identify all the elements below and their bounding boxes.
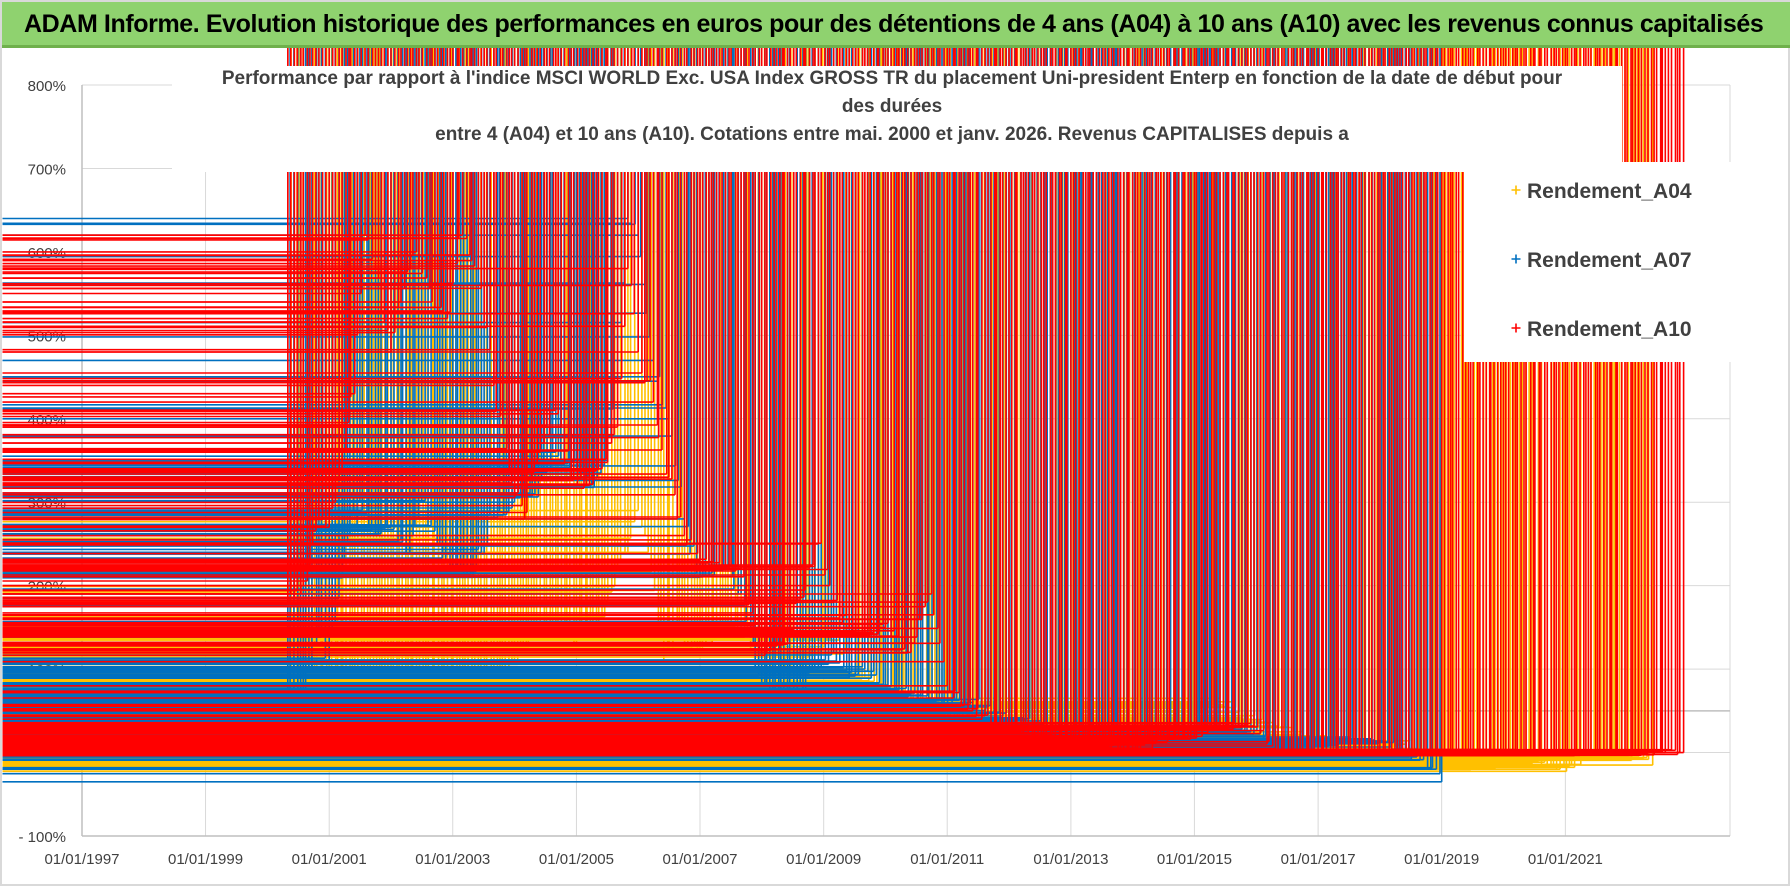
x-tick-label: 01/01/1999 — [168, 851, 243, 868]
data-point — [2, 48, 330, 529]
scatter-fill-point — [2, 48, 754, 614]
x-tick-label: 01/01/2005 — [539, 851, 614, 868]
scatter-fill-point — [2, 48, 945, 663]
scatter-fill-point — [2, 48, 826, 576]
scatter-fill-point — [2, 48, 816, 568]
x-tick-label: 01/01/2013 — [1033, 851, 1108, 868]
scatter-fill-point — [2, 48, 444, 559]
scatter-fill-point — [2, 48, 707, 561]
scatter-fill-point — [2, 48, 814, 566]
data-point — [2, 48, 974, 712]
x-tick-label: 01/01/2017 — [1281, 851, 1356, 868]
x-tick-label: 01/01/2019 — [1404, 851, 1479, 868]
scatter-fill-point — [2, 48, 906, 650]
data-point — [2, 48, 1098, 745]
legend-label: Rendement_A07 — [1527, 249, 1692, 272]
x-axis-tick-labels: 01/01/1997 01/01/1999 01/01/2001 01/01/2003… — [44, 851, 1602, 868]
scatter-fill-point — [2, 48, 682, 518]
scatter-fill-point — [2, 48, 309, 582]
x-tick-label: 01/01/2007 — [662, 851, 737, 868]
scatter-fill-point — [2, 48, 1441, 775]
legend-marker — [1511, 254, 1521, 264]
data-point — [2, 48, 742, 570]
chart-title-line: entre 4 (A04) et 10 ans (A10). Cotations… — [435, 124, 1349, 145]
legend-label: Rendement_A10 — [1527, 318, 1692, 341]
title-background — [172, 66, 1622, 172]
scatter-fill-point — [2, 48, 317, 532]
data-point — [2, 48, 912, 654]
scatter-fill-point — [2, 48, 955, 699]
y-tick-label: 600% — [28, 245, 66, 262]
data-point — [2, 48, 887, 629]
scatter-fill-point — [2, 48, 923, 621]
scatter-fill-point — [2, 48, 878, 676]
scatter-fill-point — [2, 48, 989, 716]
scatter-fill-point — [2, 48, 699, 555]
y-tick-label: 700% — [28, 161, 66, 178]
data-point — [2, 48, 1196, 737]
legend-marker — [1511, 323, 1521, 333]
performance-chart: - 100%0%100%200%300%400%500%600%700%800%… — [2, 48, 1732, 868]
x-tick-label: 01/01/1997 — [44, 851, 119, 868]
legend: Rendement_A04 Rendement_A07 Rendement_A10 — [1511, 180, 1692, 341]
legend-background — [1464, 162, 1732, 362]
x-tick-label: 01/01/2009 — [786, 851, 861, 868]
scatter-fill-point — [2, 48, 880, 635]
legend-label: Rendement_A04 — [1527, 180, 1692, 203]
data-point — [2, 48, 948, 687]
scatter-fill-point — [2, 48, 838, 602]
scatter-fill-point — [2, 48, 979, 710]
y-tick-label: - 100% — [18, 829, 66, 846]
chart-title-line: des durées — [842, 96, 942, 117]
data-point — [2, 48, 701, 562]
x-tick-label: 01/01/2003 — [415, 851, 490, 868]
data-point — [2, 48, 1221, 729]
x-tick-label: 01/01/2021 — [1528, 851, 1603, 868]
scatter-fill-point — [2, 48, 1274, 747]
scatter-fill-point — [2, 48, 939, 630]
scatter-fill-point — [2, 48, 721, 564]
scatter-fill-point — [2, 48, 1277, 750]
scatter-fill-point — [2, 48, 1265, 732]
scatter-fill-point — [2, 48, 966, 707]
data-point — [2, 48, 305, 587]
scatter-fill-point — [2, 48, 735, 590]
scatter-fill-point — [2, 48, 805, 599]
scatter-fill-point — [2, 48, 960, 694]
x-tick-label: 01/01/2015 — [1157, 851, 1232, 868]
report-banner: ADAM Informe. Evolution historique des p… — [2, 2, 1790, 48]
scatter-fill-point — [2, 48, 956, 692]
scatter-fill-point — [2, 48, 971, 706]
scatter-fill-point — [2, 48, 693, 541]
y-tick-label: 800% — [28, 78, 66, 95]
scatter-fill-point — [2, 48, 1270, 743]
scatter-fill-point — [2, 48, 327, 527]
data-point — [2, 48, 407, 554]
scatter-fill-point — [2, 48, 926, 608]
data-point — [2, 48, 686, 537]
data-point — [2, 48, 820, 545]
chart-title: Performance par rapport à l'indice MSCI … — [222, 68, 1563, 145]
data-point — [2, 48, 835, 604]
legend-marker — [1511, 185, 1521, 195]
data-point — [2, 48, 1252, 725]
banner-title: ADAM Informe. Evolution historique des p… — [24, 10, 1764, 38]
scatter-fill-point — [2, 48, 884, 626]
data-point — [2, 48, 866, 637]
x-tick-label: 01/01/2011 — [910, 851, 984, 868]
chart-title-line: Performance par rapport à l'indice MSCI … — [222, 68, 1563, 89]
scatter-fill-point — [2, 48, 904, 651]
scatter-fill-point — [2, 48, 935, 616]
data-point — [2, 48, 526, 520]
scatter-fill-point — [2, 48, 983, 720]
scatter-fill-point — [2, 48, 881, 684]
scatter-fill-point — [2, 48, 715, 563]
x-tick-label: 01/01/2001 — [292, 851, 367, 868]
data-point — [2, 48, 1159, 741]
scatter-fill-point — [2, 48, 807, 591]
data-point — [2, 48, 933, 595]
scatter-fill-point — [2, 48, 918, 638]
data-point — [2, 48, 789, 645]
